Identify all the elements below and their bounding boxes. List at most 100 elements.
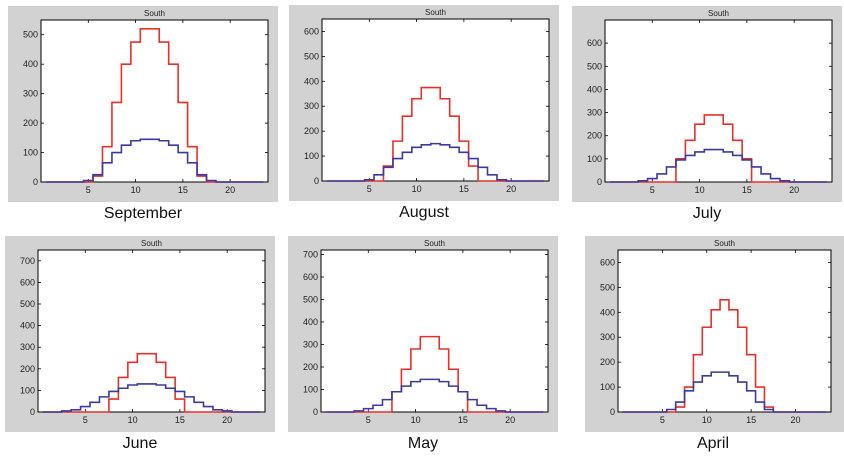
- series-line-blue: [45, 138, 264, 183]
- x-tick-label: 15: [178, 185, 188, 195]
- y-tick-label: 600: [587, 38, 602, 48]
- y-tick-label: 500: [587, 61, 602, 71]
- y-tick-label: 300: [23, 89, 38, 99]
- chart-panel-6: South 0 100 200 300 400 500 600 5 10 15 20 April: [585, 236, 844, 460]
- y-tick-label: 400: [23, 59, 38, 69]
- y-tick-label: 500: [304, 51, 319, 61]
- x-tick-label: 10: [131, 185, 141, 195]
- series-line-blue: [42, 383, 261, 413]
- y-tick-label: 100: [303, 385, 318, 395]
- plot-area: [37, 249, 266, 413]
- plot-area: [40, 19, 269, 183]
- month-caption: April: [696, 435, 729, 452]
- x-tick-label: 20: [506, 184, 516, 194]
- y-tick-label: 300: [20, 342, 35, 352]
- chart-svg: South 0 100 200 300 400 500 600 700 5 10 15 20: [303, 239, 549, 425]
- chart-title: South: [424, 239, 445, 248]
- month-caption: September: [103, 205, 183, 222]
- chart-svg: South 0 100 200 300 400 500 600 5 10 15 20: [304, 8, 550, 194]
- y-tick-label: 400: [20, 321, 35, 331]
- x-tick-label: 10: [702, 415, 712, 425]
- y-tick-label: 400: [303, 317, 318, 327]
- chart-svg: South 0 100 200 300 400 500 600 5 10 15 20: [587, 9, 833, 195]
- plot-area: [321, 18, 550, 182]
- y-tick-label: 100: [600, 382, 615, 392]
- x-tick-label: 10: [411, 415, 421, 425]
- y-tick-label: 200: [20, 364, 35, 374]
- figure-window: South 0 100 200 300 400 500 600 5 10 15 20: [585, 236, 844, 432]
- y-tick-label: 100: [20, 385, 35, 395]
- x-tick-label: 5: [660, 415, 665, 425]
- series-line-blue: [325, 378, 544, 413]
- x-tick-label: 20: [505, 415, 515, 425]
- chart-panel-5: South 0 100 200 300 400 500 600 700 5 10 15 20 May: [288, 236, 558, 460]
- x-tick-label: 20: [789, 185, 799, 195]
- month-caption: May: [407, 435, 439, 452]
- month-caption: June: [122, 435, 158, 452]
- y-tick-label: 400: [600, 307, 615, 317]
- y-tick-label: 0: [597, 177, 602, 187]
- y-tick-label: 100: [23, 148, 38, 158]
- chart-panel-4: South 0 100 200 300 400 500 600 700 5 10 15 20 June: [5, 236, 275, 460]
- series-line-red: [326, 86, 545, 182]
- x-tick-label: 20: [222, 415, 232, 425]
- y-tick-label: 300: [303, 340, 318, 350]
- chart-title: South: [141, 239, 162, 248]
- chart-title: South: [708, 9, 729, 18]
- series-line-blue: [609, 148, 828, 183]
- y-tick-label: 700: [20, 256, 35, 266]
- y-tick-label: 700: [303, 250, 318, 260]
- y-tick-label: 200: [600, 357, 615, 367]
- y-tick-label: 600: [304, 26, 319, 36]
- y-tick-label: 100: [587, 154, 602, 164]
- chart-svg: South 0 100 200 300 400 500 600 700 5 10 15 20: [20, 239, 266, 425]
- y-tick-label: 500: [303, 295, 318, 305]
- x-tick-label: 5: [83, 415, 88, 425]
- x-tick-label: 5: [650, 185, 655, 195]
- chart-svg: South 0 100 200 300 400 500 600 5 10 15 20: [600, 239, 832, 425]
- series-line-red: [325, 335, 544, 413]
- x-tick-label: 15: [458, 415, 468, 425]
- y-tick-label: 600: [20, 277, 35, 287]
- y-tick-label: 500: [23, 30, 38, 40]
- y-tick-label: 200: [304, 126, 319, 136]
- x-tick-label: 15: [175, 415, 185, 425]
- y-tick-label: 200: [23, 118, 38, 128]
- figure-window: South 0 100 200 300 400 500 600 5 10 15 20: [289, 5, 559, 201]
- x-tick-label: 15: [742, 185, 752, 195]
- figure-window: South 0 100 200 300 400 500 600 5 10 15 20: [572, 6, 842, 202]
- y-tick-label: 400: [587, 84, 602, 94]
- month-caption: August: [399, 204, 449, 221]
- y-tick-label: 500: [20, 299, 35, 309]
- x-tick-label: 5: [367, 184, 372, 194]
- series-line-red: [42, 352, 261, 413]
- x-tick-label: 5: [86, 185, 91, 195]
- figure-window: South 0 100 200 300 400 500 600 700 5 10 15 20: [5, 236, 275, 432]
- y-tick-label: 0: [314, 176, 319, 186]
- month-caption: July: [692, 205, 722, 222]
- plot-area: [320, 249, 549, 413]
- x-tick-label: 10: [695, 185, 705, 195]
- y-tick-label: 0: [313, 407, 318, 417]
- y-tick-label: 0: [33, 177, 38, 187]
- figure-window: South 0 100 200 300 400 500 5 10 15 20: [8, 6, 278, 202]
- chart-panel-3: South 0 100 200 300 400 500 600 5 10 15 20 July: [572, 6, 842, 230]
- y-tick-label: 300: [600, 332, 615, 342]
- x-tick-label: 20: [790, 415, 800, 425]
- x-tick-label: 10: [412, 184, 422, 194]
- chart-svg: South 0 100 200 300 400 500 5 10 15 20: [23, 9, 269, 195]
- figure-window: South 0 100 200 300 400 500 600 700 5 10 15 20: [288, 236, 558, 432]
- y-tick-label: 300: [304, 101, 319, 111]
- y-tick-label: 400: [304, 76, 319, 86]
- y-tick-label: 600: [303, 272, 318, 282]
- y-tick-label: 500: [600, 282, 615, 292]
- y-tick-label: 600: [600, 257, 615, 267]
- chart-title: South: [714, 239, 735, 248]
- x-tick-label: 10: [128, 415, 138, 425]
- chart-panel-1: South 0 100 200 300 400 500 5 10 15 20 September: [8, 6, 278, 230]
- chart-title: South: [144, 9, 165, 18]
- plot-area: [604, 19, 833, 183]
- chart-title: South: [425, 8, 446, 17]
- y-tick-label: 0: [30, 407, 35, 417]
- series-line-red: [609, 114, 828, 183]
